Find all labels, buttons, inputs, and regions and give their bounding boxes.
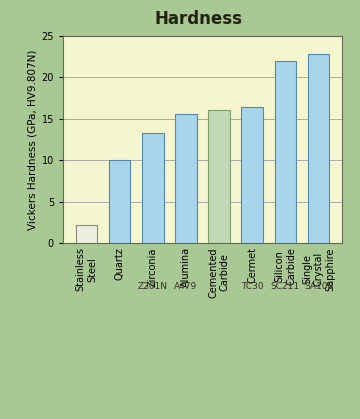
Bar [242, 107, 263, 243]
Text: Z201N: Z201N [138, 282, 168, 291]
Bar [275, 60, 296, 243]
Text: A479: A479 [174, 282, 198, 291]
Text: Hardness: Hardness [154, 10, 242, 28]
Text: SA100: SA100 [304, 282, 333, 291]
Text: SC211: SC211 [271, 282, 300, 291]
Bar [308, 54, 329, 243]
Bar [76, 225, 97, 243]
Bar [208, 110, 230, 243]
Text: TC30: TC30 [241, 282, 264, 291]
Y-axis label: Vickers Hardness (GPa, HV9.807N): Vickers Hardness (GPa, HV9.807N) [27, 49, 37, 230]
Bar [142, 133, 163, 243]
Bar [109, 160, 130, 243]
Bar [175, 114, 197, 243]
